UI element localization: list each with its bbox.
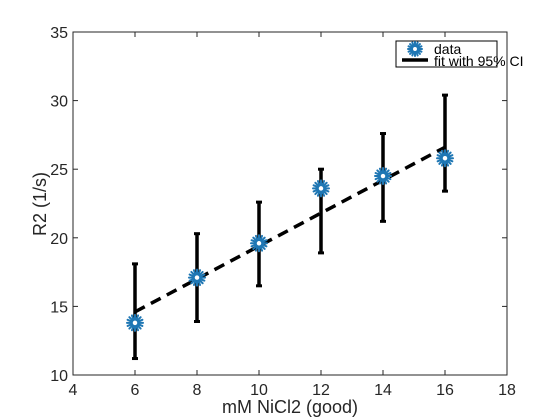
x-tick-label: 16 <box>436 382 454 399</box>
x-tick-label: 10 <box>250 382 268 399</box>
y-tick-label: 20 <box>50 231 68 248</box>
legend-marker-icon <box>407 41 423 57</box>
x-axis-label: mM NiCl2 (good) <box>222 397 358 417</box>
legend-label-data: data <box>434 41 461 57</box>
y-tick-label: 30 <box>50 94 68 111</box>
data-point <box>436 149 454 168</box>
x-tick-label: 12 <box>312 382 330 399</box>
data-point <box>126 313 144 332</box>
y-tick-label: 35 <box>50 25 68 42</box>
x-tick-label: 14 <box>374 382 392 399</box>
y-tick-label: 10 <box>50 368 68 385</box>
fit-line-group <box>134 145 446 314</box>
legend: data fit with 95% CI <box>395 40 523 69</box>
data-point <box>374 167 392 186</box>
x-tick-label: 18 <box>498 382 516 399</box>
x-tick-label: 4 <box>69 382 78 399</box>
data-point <box>250 234 268 253</box>
data-point <box>312 179 330 198</box>
axis-ticks: 4 6 8 10 12 14 16 18 10 15 20 25 30 35 <box>50 25 516 399</box>
plot-area <box>72 31 508 376</box>
y-tick-label: 15 <box>50 299 68 316</box>
x-tick-label: 6 <box>131 382 140 399</box>
data-markers <box>126 149 454 332</box>
y-axis-label: R2 (1/s) <box>30 172 50 236</box>
fit-line <box>134 145 446 314</box>
legend-label-fit: fit with 95% CI <box>434 53 523 69</box>
y-tick-label: 25 <box>50 162 68 179</box>
data-point <box>188 268 206 287</box>
x-tick-label: 8 <box>193 382 202 399</box>
legend-data-marker <box>407 41 423 57</box>
